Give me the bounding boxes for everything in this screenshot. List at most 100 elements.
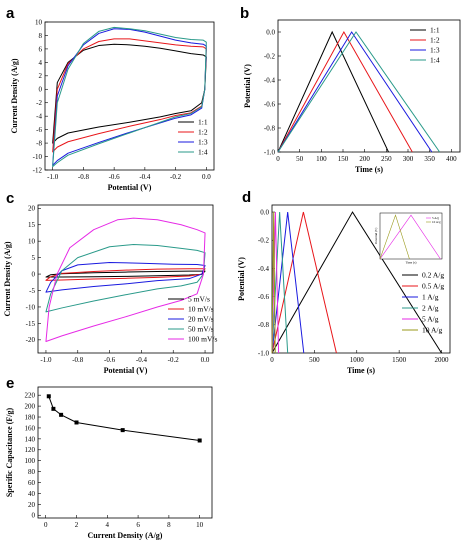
series-line-a-2 [52, 28, 207, 166]
data-point [197, 438, 202, 443]
x-tick-label: -0.8 [78, 173, 90, 181]
legend-label: 50 mV/s [188, 325, 214, 334]
x-tick-label: 150 [338, 155, 349, 163]
y-tick-label: -0.2 [258, 237, 270, 245]
y-tick-label: 200 [25, 403, 36, 411]
legend-label: 1:4 [198, 148, 208, 157]
data-point [74, 420, 79, 425]
y-tick-label: -10 [33, 153, 43, 161]
data-point [46, 394, 51, 399]
x-tick-label: 250 [381, 155, 392, 163]
y-tick-label: 2 [39, 72, 43, 80]
plot-frame-e [37, 386, 213, 519]
y-tick-label: 0 [32, 512, 36, 520]
y-tick-label: 80 [28, 468, 36, 476]
x-tick-label: -0.8 [72, 356, 84, 364]
x-tick-label: 350 [424, 155, 435, 163]
inset-legend-label: 10 A/g [432, 220, 441, 224]
x-tick-label: 50 [296, 155, 304, 163]
y-tick-label: -5 [29, 287, 35, 295]
legend-label: 1:3 [430, 46, 440, 55]
x-tick-label: 2 [75, 521, 79, 529]
y-tick-label: 4 [39, 59, 43, 67]
legend-label: 100 mV/s [188, 335, 217, 344]
series-line-d-5 [271, 212, 276, 354]
y-tick-label: 10 [35, 18, 43, 26]
y-tick-label: 10 [28, 238, 36, 246]
inset-x-label: Time (s) [406, 261, 417, 265]
y-tick-label: -0.6 [258, 293, 270, 301]
x-tick-label: 200 [359, 155, 370, 163]
series-line-b-0 [277, 30, 389, 153]
data-point [120, 428, 125, 433]
y-tick-label: 160 [25, 424, 36, 432]
y-tick-label: -0.6 [264, 100, 276, 108]
x-tick-label: 4 [106, 521, 110, 529]
inset-y-label: Potential (V) [374, 228, 378, 245]
y-axis-label: Potential (V) [243, 64, 252, 108]
y-tick-label: -0.8 [258, 321, 270, 329]
y-tick-label: 180 [25, 413, 36, 421]
legend-label: 0.5 A/g [422, 282, 444, 291]
x-tick-label: 8 [167, 521, 171, 529]
legend-label: 2 A/g [422, 304, 439, 313]
y-tick-label: 0 [39, 86, 43, 94]
y-tick-label: 15 [28, 221, 36, 229]
legend-label: 5 A/g [422, 315, 439, 324]
y-tick-label: 8 [39, 32, 43, 40]
y-axis-label: Potential (V) [237, 257, 246, 301]
y-tick-label: 60 [28, 479, 36, 487]
y-axis-label: Current Density (A/g) [3, 241, 12, 316]
x-tick-label: 100 [316, 155, 327, 163]
panel-c: c -1.0 -0.8 -0.6 -0.4 -0.2 0.0 -20 -15 -10 -5 0 5 10 1… [3, 190, 217, 375]
y-tick-label: 140 [25, 435, 36, 443]
series-line-c-4 [45, 217, 206, 342]
inset-legend-label: 5 A/g [432, 216, 439, 220]
legend-label: 1:2 [198, 128, 208, 137]
legend-label: 5 mV/s [188, 295, 210, 304]
legend-label: 1 A/g [422, 293, 439, 302]
panel-label-a: a [6, 5, 15, 22]
x-axis-label: Potential (V) [108, 183, 152, 192]
data-point [59, 412, 64, 417]
x-tick-label: 0 [276, 155, 280, 163]
y-tick-label: 40 [28, 490, 36, 498]
x-tick-label: 10 [196, 521, 204, 529]
y-tick-label: 100 [25, 457, 36, 465]
y-tick-label: -8 [36, 139, 42, 147]
plot-frame-b [277, 19, 461, 153]
x-tick-label: 0.0 [201, 356, 210, 364]
y-tick-label: -1.0 [258, 349, 270, 357]
x-tick-label: 6 [136, 521, 140, 529]
x-tick-label: -1.0 [47, 173, 59, 181]
x-tick-label: 500 [309, 356, 320, 364]
x-tick-label: -0.6 [104, 356, 116, 364]
series-line-c-2 [45, 262, 206, 293]
x-axis-label: Current Density (A/g) [88, 531, 163, 540]
y-tick-label: -15 [26, 320, 36, 328]
y-tick-label: -0.4 [258, 265, 270, 273]
series-line-a-0 [52, 43, 207, 144]
y-tick-label: -2 [36, 99, 42, 107]
series-line-d-1 [271, 211, 337, 354]
legend-label: 1:1 [198, 118, 208, 127]
x-tick-label: -1.0 [40, 356, 52, 364]
x-tick-label: -0.2 [168, 356, 180, 364]
legend-label: 1:2 [430, 36, 440, 45]
legend-label: 10 A/g [422, 326, 442, 335]
x-tick-label: 400 [446, 155, 457, 163]
panel-label-c: c [6, 190, 14, 207]
x-tick-label: -0.6 [109, 173, 121, 181]
x-tick-label: -0.4 [139, 173, 151, 181]
y-tick-label: 20 [28, 205, 36, 213]
plot-frame-a [44, 21, 215, 171]
panel-e: e0 2 4 6 8 10020406080100120140160180200220Cu… [5, 375, 213, 540]
legend-label: 10 mV/s [188, 305, 214, 314]
series-line-c-1 [45, 268, 206, 281]
y-tick-label: -12 [33, 166, 43, 174]
x-tick-label: 1000 [350, 356, 365, 364]
series-line-c-3 [45, 243, 206, 313]
series-line-b-3 [277, 31, 441, 153]
panel-a: a -1.0 -0.8 -0.6 -0.4 -0.2 0.0 -12 -10 -8 -6 -4 -2 0 2… [6, 5, 215, 192]
legend-label: 20 mV/s [188, 315, 214, 324]
